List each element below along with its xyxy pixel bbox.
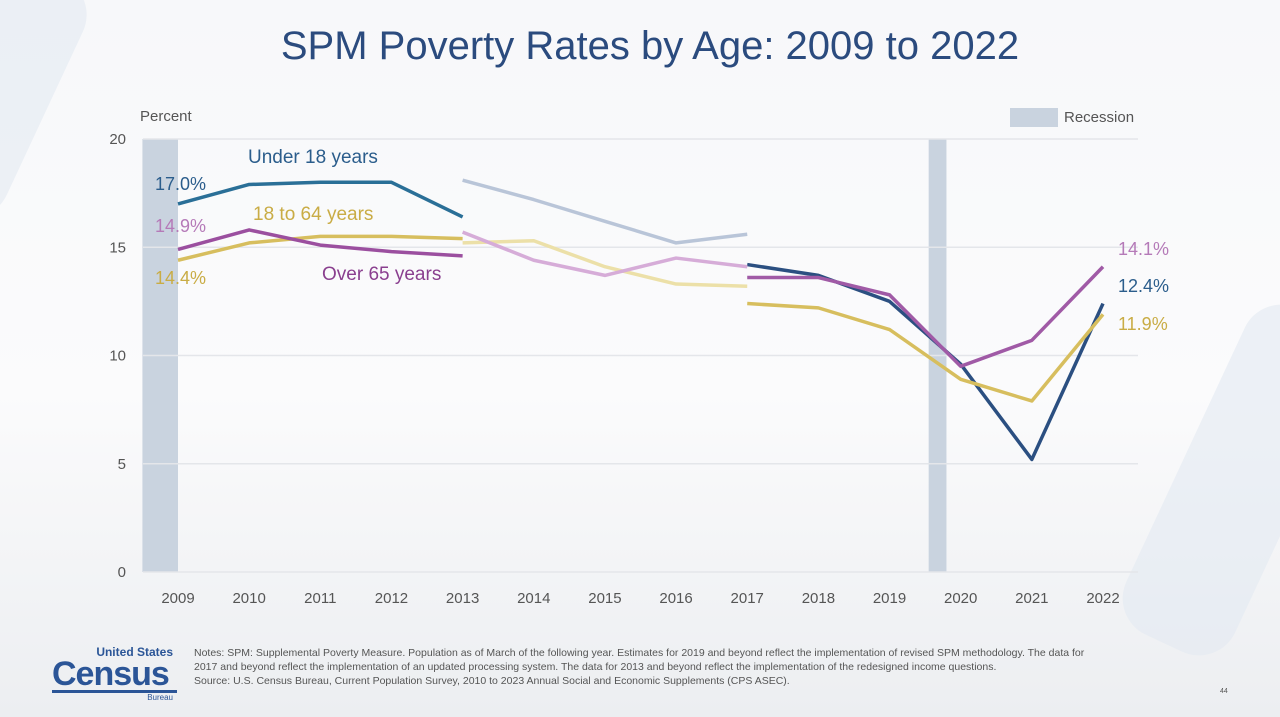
series-line-over-65-years	[747, 265, 1105, 369]
y-tick-label: 20	[109, 131, 126, 148]
logo-bottom-text: Bureau	[52, 690, 177, 702]
y-tick-label: 5	[118, 456, 126, 473]
x-tick-label: 2022	[1086, 590, 1119, 607]
data-label-end: 11.9%	[1118, 314, 1168, 334]
x-tick-label: 2018	[802, 590, 835, 607]
data-label-start: 14.4%	[155, 268, 206, 288]
chart: 0 5 10 15 20 Percent 2009 2010 2011 2012 2013 2014 2…	[109, 108, 1169, 607]
logo-main-text: Census	[52, 655, 170, 693]
chart-title: SPM Poverty Rates by Age: 2009 to 2022	[280, 24, 1020, 68]
x-tick-label: 2016	[659, 590, 692, 607]
series-line-under-18-years	[177, 180, 464, 219]
data-label-start: 14.9%	[155, 216, 206, 236]
y-axis-label: Percent	[140, 108, 193, 125]
y-tick-label: 10	[109, 348, 126, 365]
x-tick-label: 2012	[375, 590, 408, 607]
series-line-18-to-64-years	[747, 301, 1105, 403]
notes-text: Notes: SPM: Supplemental Poverty Measure…	[194, 647, 1085, 673]
x-tick-label: 2015	[588, 590, 621, 607]
census-logo: United States Census Bureau	[52, 645, 177, 702]
x-tick-label: 2011	[304, 590, 336, 607]
page-number: 44	[1220, 688, 1228, 695]
y-tick-label: 15	[109, 239, 126, 256]
series-line-18-to-64-years	[462, 239, 748, 288]
series-name-label: Under 18 years	[248, 147, 378, 168]
series-line-under-18-years	[746, 262, 1105, 462]
x-tick-label: 2010	[232, 590, 265, 607]
source-text: Source: U.S. Census Bureau, Current Popu…	[194, 675, 790, 687]
x-tick-label: 2019	[873, 590, 906, 607]
y-tick-label: 0	[118, 564, 126, 581]
series-name-label: Over 65 years	[322, 264, 441, 285]
series-name-label: 18 to 64 years	[253, 204, 373, 225]
x-tick-label: 2009	[161, 590, 194, 607]
data-label-end: 14.1%	[1118, 239, 1169, 259]
legend-swatch-recession	[1010, 108, 1058, 127]
x-tick-label: 2014	[517, 590, 550, 607]
footnotes: Notes: SPM: Supplemental Poverty Measure…	[194, 646, 1094, 688]
series-line-over-65-years	[177, 228, 463, 258]
x-tick-label: 2020	[944, 590, 977, 607]
series-line-18-to-64-years	[177, 234, 463, 262]
x-tick-label: 2017	[731, 590, 764, 607]
data-label-start: 17.0%	[155, 174, 206, 194]
legend-label-recession: Recession	[1064, 109, 1134, 126]
data-label-end: 12.4%	[1118, 276, 1169, 296]
logo-top-text: United States	[96, 645, 173, 659]
x-tick-label: 2021	[1015, 590, 1048, 607]
x-tick-label: 2013	[446, 590, 479, 607]
series-line-under-18-years	[462, 178, 748, 245]
series-line-over-65-years	[461, 230, 748, 278]
